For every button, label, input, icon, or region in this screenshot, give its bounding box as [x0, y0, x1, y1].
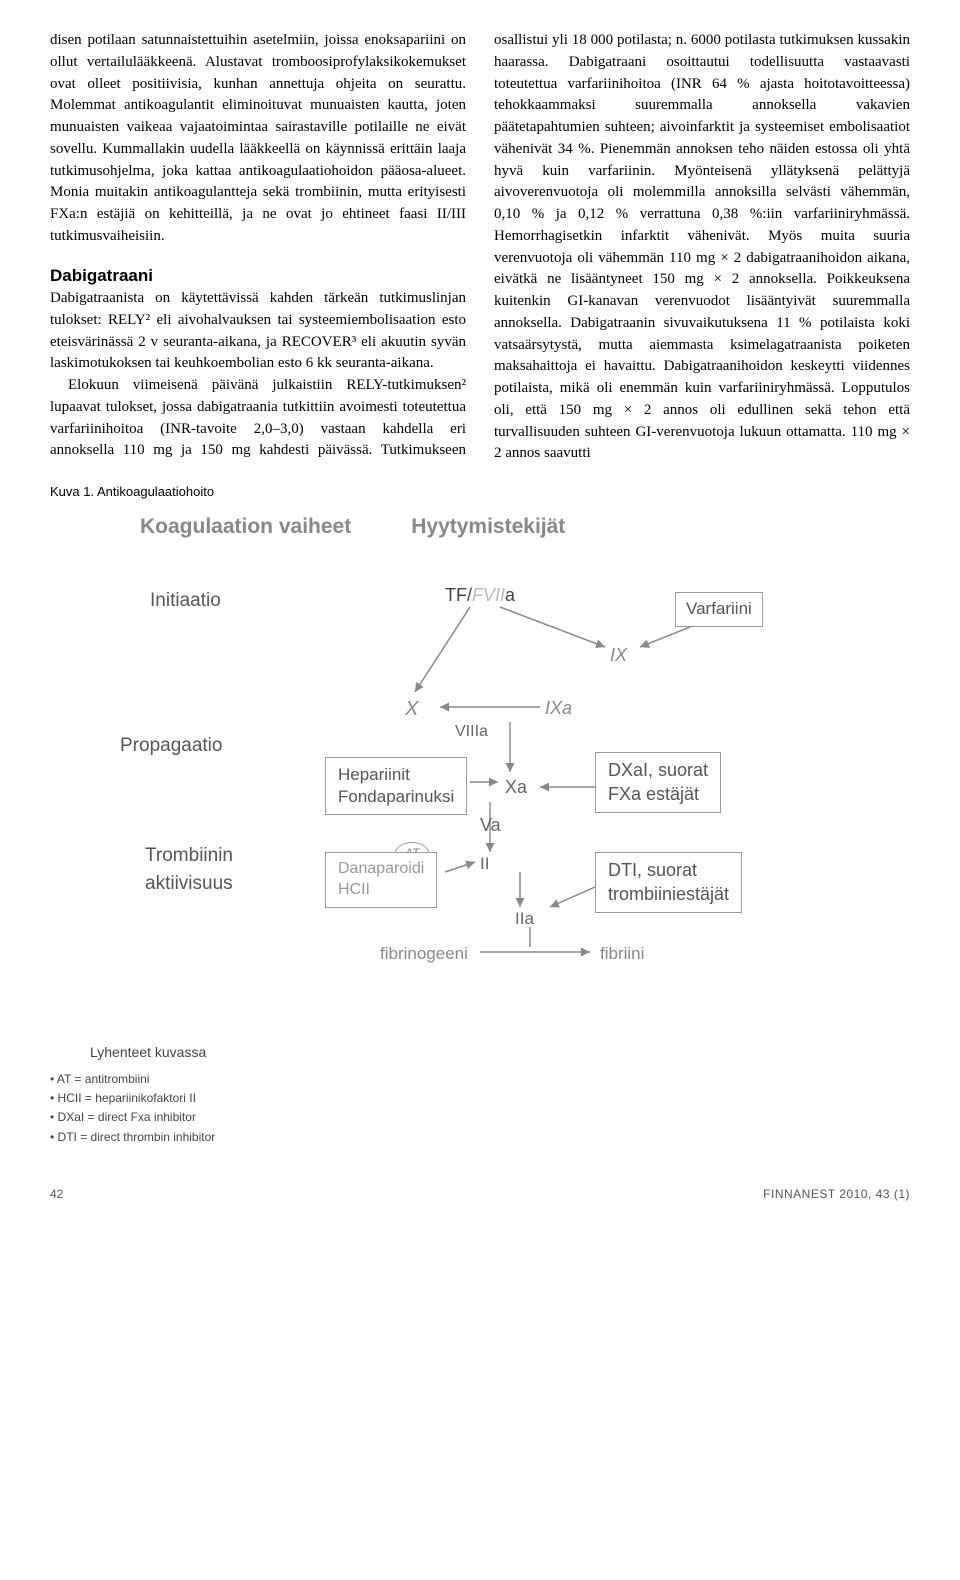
- abbrev-item: DTI = direct thrombin inhibitor: [50, 1129, 910, 1146]
- label-ixa: IXa: [545, 695, 572, 721]
- abbrev-list: AT = antitrombiini HCII = hepariinikofak…: [50, 1071, 910, 1147]
- box-dxai: DXaI, suorat FXa estäjät: [595, 752, 721, 813]
- journal-ref: FINNANEST 2010, 43 (1): [763, 1186, 910, 1203]
- label-fibrin: fibriini: [600, 942, 644, 967]
- subhead-dabigatraani: Dabigatraani: [50, 264, 466, 289]
- label-ix: IX: [610, 642, 627, 668]
- label-iia: IIa: [515, 907, 534, 932]
- label-viiia: VIIIa: [455, 720, 488, 743]
- box-dti: DTI, suorat trombiiniestäjät: [595, 852, 742, 913]
- label-tf-fviia: TF/FVIIa: [445, 582, 515, 608]
- phase-propagation: Propagaatio: [120, 732, 222, 760]
- abbrev-item: DXaI = direct Fxa inhibitor: [50, 1109, 910, 1126]
- abbrev-heading: Lyhenteet kuvassa: [90, 1042, 910, 1062]
- phase-initiation: Initiaatio: [150, 587, 221, 615]
- label-xa: Xa: [505, 774, 527, 800]
- figure-caption: Kuva 1. Antikoagulaatiohoito: [50, 483, 910, 502]
- diagram-column-titles: Koagulaation vaiheet Hyytymistekijät: [140, 512, 910, 542]
- page-footer: 42 FINNANEST 2010, 43 (1): [50, 1186, 910, 1203]
- box-hepariinit: Hepariinit Fondaparinuksi: [325, 757, 467, 815]
- label-va: Va: [480, 812, 501, 838]
- abbrev-item: HCII = hepariinikofaktori II: [50, 1090, 910, 1107]
- label-ii: II: [480, 852, 489, 877]
- label-fibrinogen: fibrinogeeni: [380, 942, 468, 967]
- diagram-arrows: [50, 552, 910, 1032]
- title-clot-factors: Hyytymistekijät: [411, 512, 565, 542]
- label-x: X: [405, 695, 418, 724]
- article-body: disen potilaan satunnaistettuihin asetel…: [50, 30, 910, 465]
- paragraph-1: disen potilaan satunnaistettuihin asetel…: [50, 30, 466, 248]
- paragraph-2: Dabigatraanista on käytettävissä kahden …: [50, 288, 466, 375]
- coagulation-diagram: Initiaatio Propagaatio Trombiinin aktiiv…: [50, 552, 910, 1032]
- box-danaparoidi: Danaparoidi HCII: [325, 852, 437, 908]
- page-number: 42: [50, 1186, 63, 1203]
- phase-thrombin: Trombiinin aktiivisuus: [145, 842, 233, 897]
- title-coag-phases: Koagulaation vaiheet: [140, 512, 351, 542]
- box-varfariini: Varfariini: [675, 592, 763, 627]
- abbrev-item: AT = antitrombiini: [50, 1071, 910, 1088]
